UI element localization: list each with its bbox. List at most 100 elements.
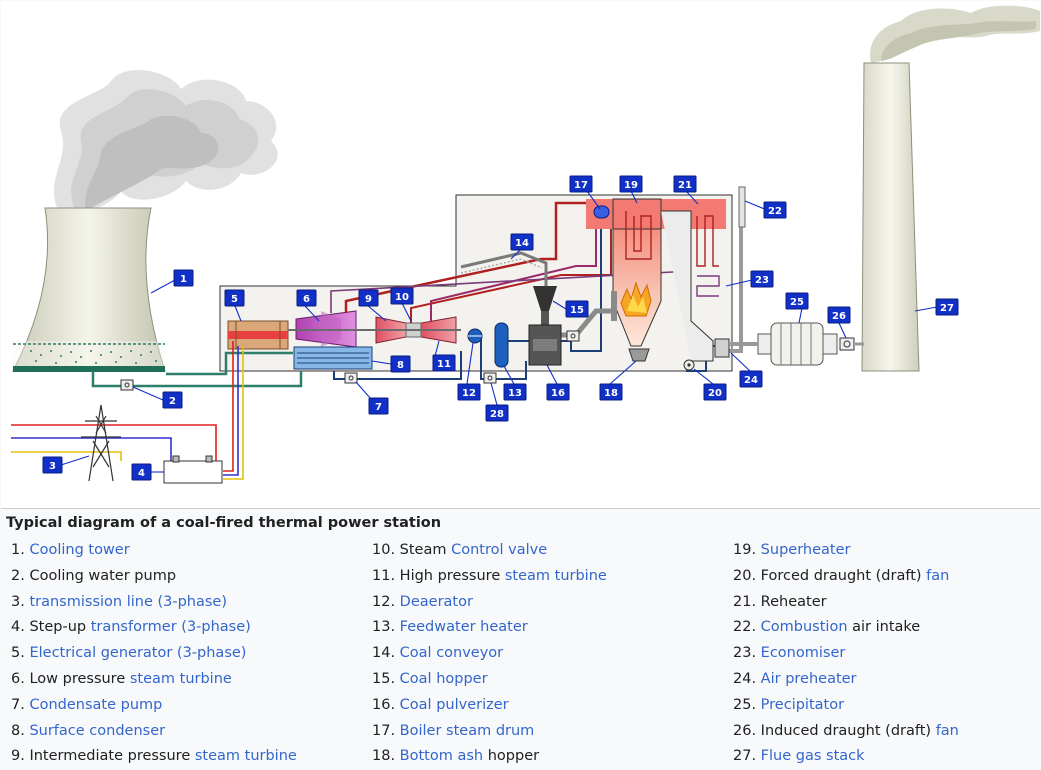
- legend-link[interactable]: fan: [926, 567, 950, 584]
- svg-text:4: 4: [138, 468, 145, 479]
- legend-text: Steam: [399, 542, 452, 558]
- legend-number: 27.: [733, 748, 761, 765]
- marker-20: 20: [703, 383, 727, 401]
- legend-number: 14.: [372, 645, 400, 662]
- legend-link[interactable]: Coal hopper: [399, 670, 488, 687]
- legend-text: Forced draught (draft): [760, 567, 927, 584]
- svg-text:26: 26: [832, 311, 846, 322]
- precipitator: [729, 322, 838, 366]
- legend-link[interactable]: transformer: [90, 619, 177, 636]
- legend-item: 7. Condensate pump: [11, 693, 297, 719]
- legend-link[interactable]: steam turbine: [504, 567, 607, 584]
- flue-gas-stack: [861, 62, 920, 372]
- legend-link[interactable]: steam turbine: [194, 748, 297, 765]
- feedwater-heater: [494, 322, 509, 368]
- legend-link[interactable]: Superheater: [760, 542, 851, 558]
- legend-number: 20.: [733, 567, 761, 584]
- svg-text:5: 5: [231, 294, 238, 305]
- legend-link[interactable]: Combustion: [760, 619, 848, 636]
- svg-text:24: 24: [744, 375, 758, 386]
- marker-24: 24: [739, 370, 763, 388]
- legend-item: 5. Electrical generator (3-phase): [11, 641, 297, 667]
- marker-18: 18: [599, 383, 623, 401]
- legend-item: 4. Step-up transformer (3-phase): [11, 615, 297, 641]
- svg-text:13: 13: [508, 388, 522, 399]
- legend-number: 15.: [372, 670, 400, 687]
- forced-draught-fan: [683, 359, 695, 371]
- legend-link[interactable]: Economiser: [760, 645, 846, 662]
- pulverizer-fan: [566, 330, 580, 342]
- combustion-air-intake: [738, 186, 746, 228]
- legend-item: 23. Economiser: [733, 641, 959, 667]
- svg-text:21: 21: [678, 180, 692, 191]
- feed-pump: [483, 372, 497, 384]
- legend-number: 21.: [733, 593, 761, 610]
- legend-item: 15. Coal hopper: [372, 667, 607, 693]
- marker-7: 7: [368, 397, 389, 415]
- cooling-water-lines: [91, 351, 303, 388]
- legend-text: High pressure: [399, 567, 505, 584]
- legend-link[interactable]: Boiler steam drum: [399, 722, 535, 739]
- cooling-tower: [12, 207, 166, 372]
- legend-link[interactable]: steam turbine: [129, 670, 232, 687]
- legend-number: 9.: [11, 748, 30, 765]
- legend-number: 22.: [733, 619, 761, 636]
- legend-column-1: 1. Cooling tower 2. Cooling water pump 3. …: [11, 538, 297, 770]
- legend-link[interactable]: (3-phase): [157, 593, 227, 610]
- legend-link[interactable]: Condensate pump: [29, 696, 163, 713]
- svg-text:16: 16: [551, 388, 565, 399]
- legend-link[interactable]: Flue gas stack: [760, 748, 865, 765]
- legend-item: 20. Forced draught (draft) fan: [733, 564, 959, 590]
- legend-number: 23.: [733, 645, 761, 662]
- legend-link[interactable]: Precipitator: [760, 696, 845, 713]
- legend-link[interactable]: (3-phase): [176, 645, 247, 662]
- electrical-lines: [11, 341, 244, 480]
- marker-27: 27: [935, 298, 959, 316]
- legend-number: 8.: [11, 722, 30, 739]
- svg-text:15: 15: [570, 305, 584, 316]
- marker-2: 2: [162, 391, 183, 409]
- legend-text: Induced draught (draft): [760, 722, 936, 739]
- legend-number: 18.: [372, 748, 400, 765]
- legend-number: 7.: [11, 696, 30, 713]
- legend-number: 11.: [372, 567, 400, 584]
- svg-text:22: 22: [768, 206, 782, 217]
- legend-item: 9. Intermediate pressure steam turbine: [11, 744, 297, 770]
- legend-link[interactable]: Control valve: [451, 542, 548, 558]
- marker-1: 1: [173, 269, 194, 287]
- legend-link[interactable]: transmission line: [29, 593, 153, 610]
- legend-column-3: 19. Superheater 20. Forced draught (draft…: [733, 538, 959, 770]
- legend-link[interactable]: Feedwater heater: [399, 619, 528, 636]
- marker-11: 11: [432, 354, 456, 372]
- legend-item: 11. High pressure steam turbine: [372, 564, 607, 590]
- stack-smoke: [870, 5, 1040, 63]
- legend-link[interactable]: Bottom ash: [399, 748, 484, 765]
- marker-16: 16: [546, 383, 570, 401]
- svg-text:27: 27: [940, 303, 954, 314]
- legend-link[interactable]: Coal conveyor: [399, 645, 504, 662]
- legend-link[interactable]: Air preheater: [760, 670, 857, 687]
- legend-text: Step-up: [29, 619, 91, 636]
- legend-link[interactable]: Cooling tower: [29, 542, 130, 558]
- marker-26: 26: [827, 306, 851, 324]
- legend-link[interactable]: Coal pulverizer: [399, 696, 509, 713]
- condensate-pump: [344, 372, 358, 384]
- marker-19: 19: [619, 175, 643, 193]
- legend-item: 13. Feedwater heater: [372, 615, 607, 641]
- legend-link[interactable]: (3-phase): [181, 619, 251, 636]
- legend-number: 4.: [11, 619, 30, 636]
- legend-text: Cooling water pump: [29, 567, 177, 584]
- boiler: [586, 198, 726, 362]
- legend-number: 24.: [733, 670, 761, 687]
- legend-text: Reheater: [760, 593, 827, 610]
- legend-link[interactable]: fan: [935, 722, 959, 739]
- legend-number: 1.: [11, 542, 30, 558]
- legend-link[interactable]: Electrical generator: [29, 645, 173, 662]
- marker-9: 9: [358, 289, 379, 307]
- legend-link[interactable]: Deaerator: [399, 593, 473, 610]
- legend-number: 26.: [733, 722, 761, 739]
- legend-link[interactable]: Surface condenser: [29, 722, 166, 739]
- legend-number: 6.: [11, 670, 30, 687]
- caption-title: Typical diagram of a coal-fired thermal …: [6, 515, 442, 531]
